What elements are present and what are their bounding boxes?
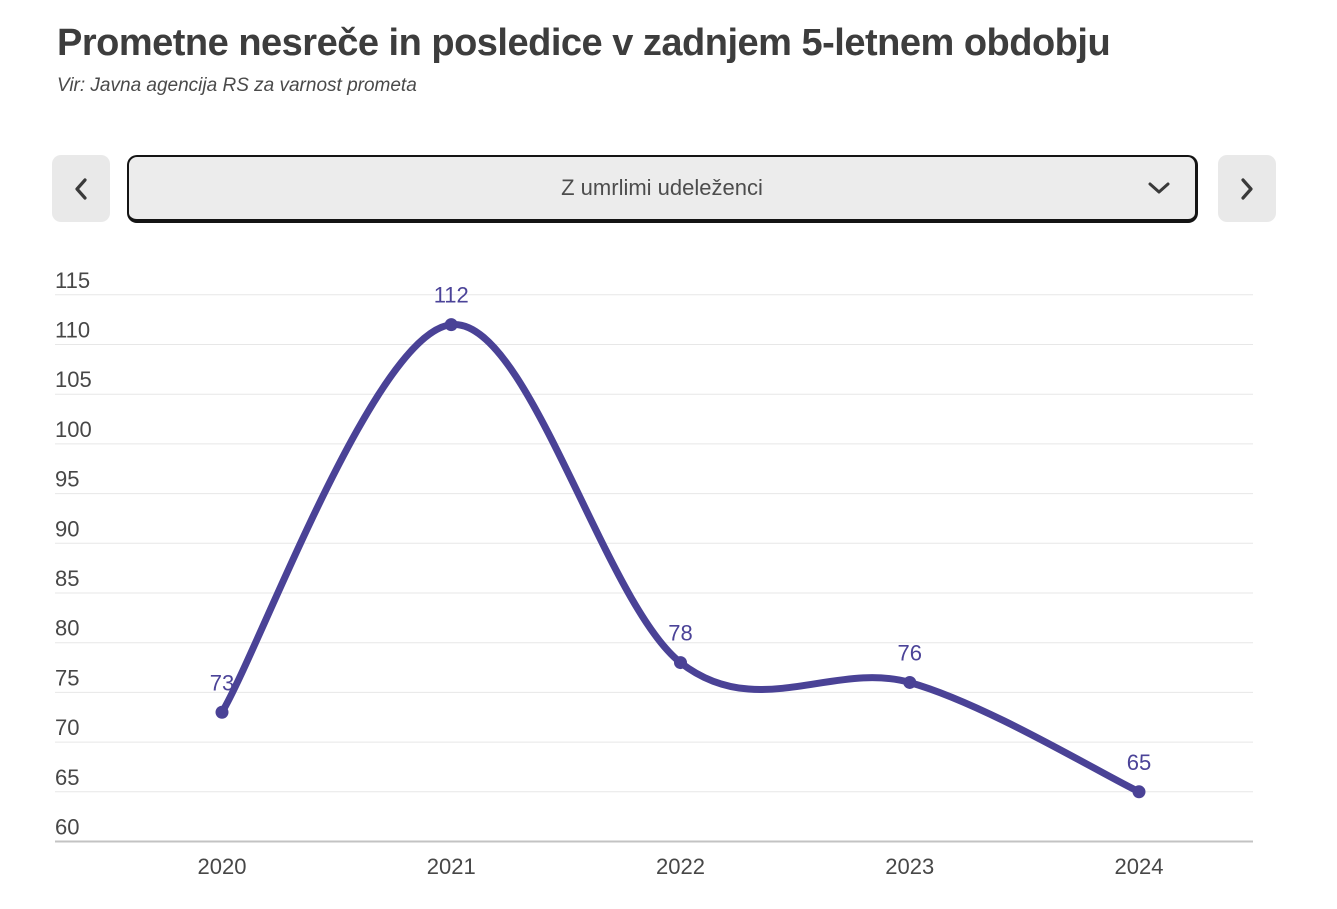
y-tick-label: 115	[55, 268, 90, 293]
y-tick-label: 110	[55, 318, 90, 343]
chart-header: Prometne nesreče in posledice v zadnjem …	[57, 22, 1111, 97]
y-tick-label: 90	[55, 516, 79, 541]
data-point[interactable]	[674, 656, 687, 670]
point-value-label: 78	[668, 621, 692, 646]
y-tick-label: 100	[55, 417, 92, 442]
point-value-label: 112	[434, 283, 469, 308]
page-title: Prometne nesreče in posledice v zadnjem …	[57, 22, 1111, 64]
chevron-left-icon	[73, 176, 89, 202]
series-select[interactable]: Z umrlimi udeleženci	[127, 155, 1198, 223]
y-tick-label: 75	[55, 665, 79, 690]
point-value-label: 65	[1127, 750, 1151, 775]
data-point[interactable]	[215, 705, 229, 719]
y-tick-label: 65	[55, 765, 79, 790]
data-point[interactable]	[444, 318, 458, 332]
data-point[interactable]	[903, 675, 917, 689]
x-tick-label: 2024	[1115, 854, 1164, 879]
next-series-button[interactable]	[1218, 155, 1276, 222]
series-line	[218, 321, 1143, 796]
y-tick-label: 60	[55, 815, 79, 840]
y-tick-label: 70	[55, 715, 79, 740]
y-tick-label: 95	[55, 467, 79, 492]
x-tick-label: 2020	[198, 854, 247, 879]
x-tick-label: 2021	[427, 854, 476, 879]
previous-series-button[interactable]	[52, 155, 110, 222]
source-note: Vir: Javna agencija RS za varnost promet…	[57, 75, 417, 96]
series-select-value: Z umrlimi udeleženci	[561, 175, 763, 200]
x-tick-label: 2022	[656, 854, 705, 879]
y-tick-label: 85	[55, 566, 79, 591]
chevron-down-icon	[1147, 181, 1171, 195]
data-point[interactable]	[1132, 785, 1146, 799]
y-tick-label: 105	[55, 367, 92, 392]
chevron-right-icon	[1239, 176, 1255, 202]
y-tick-label: 80	[55, 616, 79, 641]
x-tick-label: 2023	[885, 854, 934, 879]
point-value-label: 76	[898, 640, 922, 665]
